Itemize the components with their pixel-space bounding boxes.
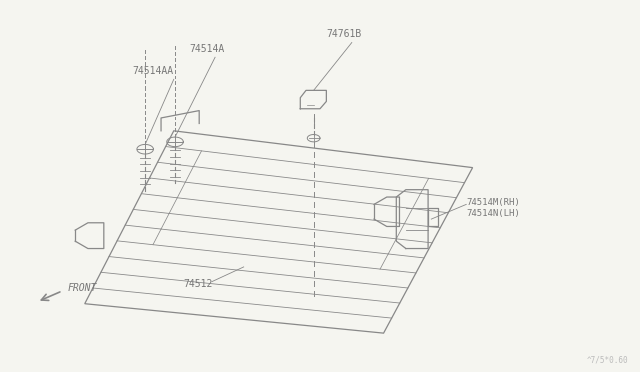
Text: 74512: 74512 [183,279,212,289]
Text: ^7/5*0.60: ^7/5*0.60 [587,355,628,365]
Text: 74761B: 74761B [326,29,362,39]
Text: 74514A: 74514A [189,44,225,54]
Text: 74514AA: 74514AA [132,65,173,76]
Text: FRONT: FRONT [68,283,97,293]
Text: 74514M(RH)
74514N(LH): 74514M(RH) 74514N(LH) [467,198,520,218]
